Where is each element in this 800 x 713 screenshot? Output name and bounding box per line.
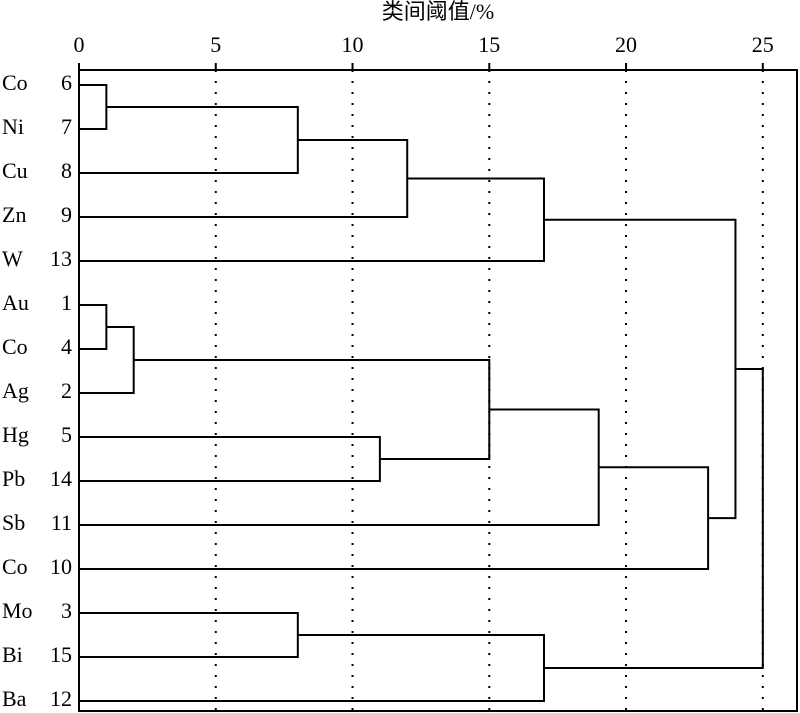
leaf-label: Hg <box>2 422 29 447</box>
cluster-link <box>133 359 491 460</box>
leaf-label: Co <box>2 554 28 579</box>
leaf-label: Zn <box>2 202 26 227</box>
x-tick-label: 5 <box>210 32 221 57</box>
cluster-link <box>79 177 545 262</box>
leaf-id: 11 <box>51 510 72 535</box>
cluster-link <box>79 634 545 702</box>
leaf-label: Au <box>2 290 29 315</box>
leaf-id: 10 <box>50 554 72 579</box>
cluster-link <box>79 436 381 482</box>
leaf-id: 15 <box>50 642 72 667</box>
leaf-label: Sb <box>2 510 25 535</box>
leaf-label: Mo <box>2 598 33 623</box>
leaf-id: 14 <box>50 466 72 491</box>
x-tick-label: 10 <box>342 32 364 57</box>
leaf-label: Co <box>2 70 28 95</box>
leaf-id: 13 <box>50 246 72 271</box>
leaf-id: 4 <box>61 334 72 359</box>
leaf-label: Ni <box>2 114 24 139</box>
plot-frame <box>78 69 798 712</box>
leaf-label: W <box>2 246 23 271</box>
x-tick-label: 0 <box>74 32 85 57</box>
leaf-id: 6 <box>61 70 72 95</box>
leaf-label: Cu <box>2 158 28 183</box>
cluster-link <box>79 106 299 174</box>
leaf-label: Co <box>2 334 28 359</box>
leaf-id: 2 <box>61 378 72 403</box>
leaf-label: Ba <box>2 686 27 711</box>
cluster-link <box>79 84 108 130</box>
leaf-label: Bi <box>2 642 23 667</box>
x-tick-label: 15 <box>478 32 500 57</box>
x-tick-label: 20 <box>615 32 637 57</box>
cluster-link <box>543 218 737 520</box>
leaf-id: 7 <box>61 114 72 139</box>
leaf-id: 5 <box>61 422 72 447</box>
leaf-id: 8 <box>61 158 72 183</box>
leaf-label: Ag <box>2 378 29 403</box>
cluster-link <box>79 466 710 570</box>
cluster-link <box>543 367 764 669</box>
leaf-id: 3 <box>61 598 72 623</box>
x-tick-label: 25 <box>752 32 774 57</box>
cluster-link <box>79 612 299 658</box>
leaf-label: Pb <box>2 466 25 491</box>
leaf-id: 12 <box>50 686 72 711</box>
axis-title: 类间阈值/% <box>382 0 494 24</box>
cluster-link <box>79 304 108 350</box>
leaf-id: 1 <box>61 290 72 315</box>
cluster-link <box>79 139 409 218</box>
cluster-link <box>79 408 600 526</box>
leaf-id: 9 <box>61 202 72 227</box>
